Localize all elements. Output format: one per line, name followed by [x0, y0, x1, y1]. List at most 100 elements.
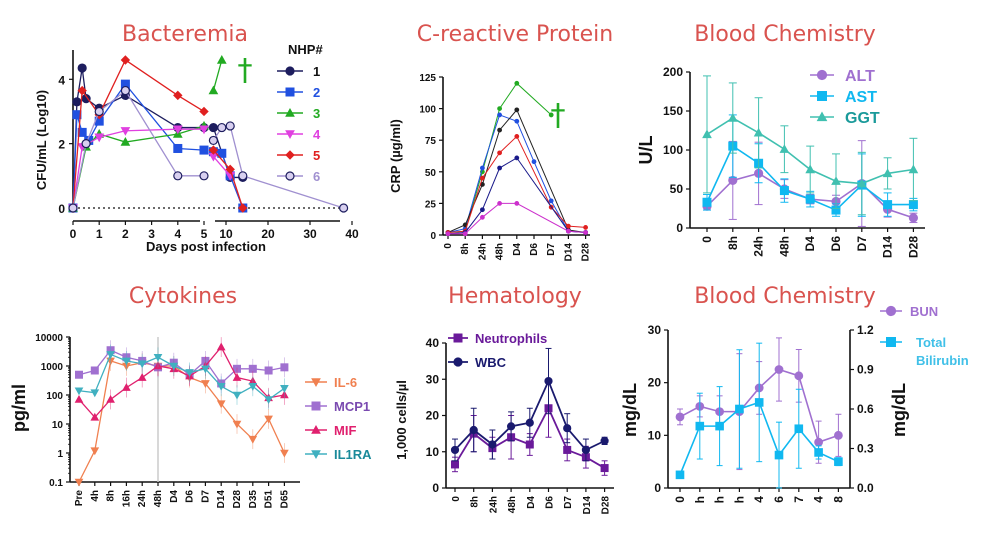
- data-point: [908, 213, 919, 223]
- data-point: [514, 80, 520, 86]
- y-tick-label: 30: [648, 323, 662, 337]
- data-point: [497, 200, 503, 206]
- data-point: [216, 382, 226, 391]
- y-tick-label: 50: [670, 182, 684, 196]
- data-point: [75, 370, 83, 379]
- legend-marker: [285, 66, 295, 76]
- x-tick-label: 3: [148, 227, 155, 241]
- data-point: [794, 424, 804, 434]
- legend-label: 5: [313, 148, 320, 163]
- data-point: [727, 112, 738, 122]
- data-point: [702, 197, 712, 207]
- series-line: [212, 125, 344, 209]
- legend-label-line: Total: [916, 335, 946, 350]
- data-point: [834, 430, 843, 440]
- data-point: [90, 389, 100, 398]
- data-point: [882, 168, 893, 178]
- legend-label: MCP1: [334, 399, 370, 414]
- data-point: [90, 447, 100, 456]
- data-point: [208, 85, 219, 95]
- legend-item: Neutrophils: [448, 331, 547, 346]
- data-point: [94, 106, 104, 117]
- x-tick-label: D7: [855, 236, 869, 252]
- legend-item: GGT: [810, 110, 880, 127]
- y-axis-label: CFU/mL (Log10): [34, 90, 49, 190]
- y-tick-label: 0.1: [49, 478, 63, 489]
- data-point: [779, 144, 790, 153]
- y-axis-label: mg/dL: [620, 383, 640, 437]
- data-point: [199, 171, 209, 181]
- x-tick-label: D4: [803, 236, 817, 252]
- data-point: [137, 360, 147, 369]
- legend-label: GGT: [845, 110, 880, 127]
- legend-marker: [816, 69, 828, 81]
- data-point: [77, 63, 87, 73]
- y-tick-label: 20: [648, 376, 662, 390]
- series-line: [78, 345, 285, 419]
- data-point: [566, 223, 571, 229]
- data-point: [185, 369, 194, 377]
- data-point: [232, 373, 242, 381]
- x-tick-label: 8h: [726, 236, 740, 250]
- y-tick-label: 25: [425, 199, 437, 210]
- legend-item: 6: [277, 169, 320, 184]
- data-point: [814, 437, 823, 447]
- data-point: [232, 420, 242, 429]
- data-point: [122, 383, 131, 391]
- data-point: [153, 353, 163, 362]
- legend-label: IL-6: [334, 375, 357, 390]
- legend-item: MIF: [305, 423, 356, 438]
- data-point: [794, 371, 804, 381]
- data-point: [106, 394, 115, 403]
- data-point: [497, 112, 503, 118]
- data-point: [217, 122, 227, 133]
- series-1: [675, 342, 843, 489]
- legend-item: IL1RA: [305, 447, 372, 462]
- legend-label: ALT: [845, 68, 875, 85]
- legend-marker: [311, 450, 321, 460]
- x-tick-label: 7: [792, 496, 806, 503]
- data-point: [238, 203, 248, 213]
- y-tick-label: 75: [425, 136, 437, 147]
- data-point: [779, 186, 789, 196]
- data-point: [77, 127, 87, 137]
- data-point: [122, 357, 131, 366]
- data-point: [201, 365, 210, 374]
- y-tick-label: 0: [58, 202, 65, 216]
- x-tick-label: 4: [752, 496, 766, 503]
- y-tick-label: 4: [58, 73, 65, 87]
- data-point: [581, 445, 591, 455]
- legend-label-line: Bilirubin: [916, 353, 969, 368]
- chart-chem1: Blood Chemistry 0 50 100 150 200 0 8h 24h 48h D4 D6…: [636, 22, 925, 258]
- legend-marker: [885, 305, 897, 317]
- x-tick-label: 30: [303, 227, 317, 241]
- x-tick-label: D35: [248, 490, 259, 509]
- data-point: [238, 171, 248, 181]
- legend-label: 6: [313, 169, 320, 184]
- y-axis-label: mg/dL: [889, 383, 909, 437]
- legend-marker: [453, 333, 463, 343]
- x-tick-label: 5: [201, 227, 208, 241]
- y-tick-label: 0: [654, 481, 661, 495]
- legend-title: NHP#: [288, 42, 323, 57]
- legend-item: 2: [277, 85, 320, 100]
- y-tick-label: 30: [426, 372, 440, 386]
- data-point: [264, 396, 273, 405]
- data-point: [774, 365, 784, 374]
- x-tick-label: h: [693, 496, 707, 503]
- data-point: [469, 425, 478, 435]
- legend-marker: [817, 91, 827, 101]
- data-point: [280, 449, 289, 458]
- legend-item: 1: [277, 64, 320, 79]
- legend-item: BUN: [880, 304, 938, 319]
- data-point: [208, 122, 218, 133]
- x-tick-label: 24h: [477, 243, 488, 260]
- legend-item: Total Bilirubin: [880, 335, 969, 368]
- data-point: [462, 231, 468, 237]
- data-point: [77, 85, 87, 96]
- data-point: [566, 228, 571, 234]
- x-tick-label: 24h: [752, 236, 766, 257]
- x-tick-label: 16h: [121, 490, 132, 507]
